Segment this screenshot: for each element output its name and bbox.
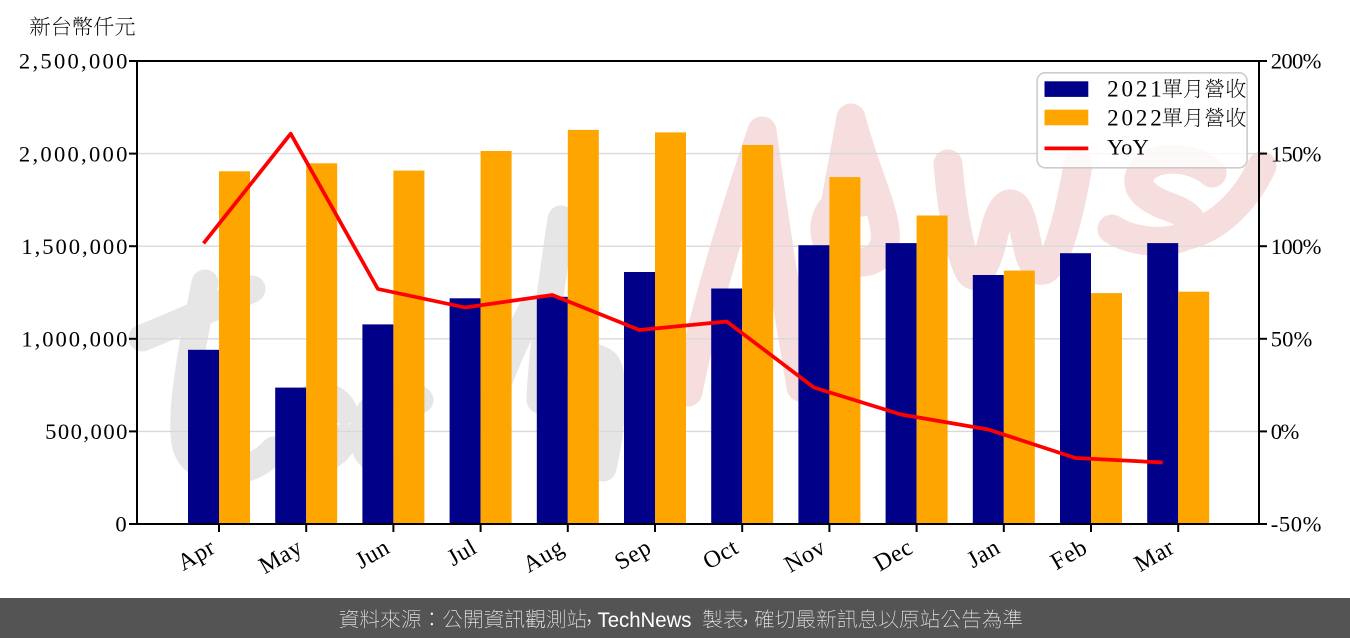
- svg-text:TechNews: TechNews: [598, 609, 692, 632]
- svg-text:1,000,000: 1,000,000: [21, 327, 127, 352]
- svg-text:0%: 0%: [1271, 419, 1300, 444]
- svg-text:-50%: -50%: [1271, 512, 1322, 537]
- svg-text:YoY: YoY: [1107, 134, 1149, 159]
- svg-text:1,500,000: 1,500,000: [21, 234, 127, 259]
- svg-text:500,000: 500,000: [45, 419, 127, 444]
- svg-text:200%: 200%: [1271, 49, 1322, 74]
- svg-text:2,500,000: 2,500,000: [19, 49, 128, 74]
- svg-text:0: 0: [115, 512, 126, 537]
- svg-text:150%: 150%: [1271, 141, 1322, 166]
- svg-text:50%: 50%: [1271, 327, 1313, 352]
- svg-text:100%: 100%: [1271, 234, 1322, 259]
- svg-text:2,000,000: 2,000,000: [19, 141, 128, 166]
